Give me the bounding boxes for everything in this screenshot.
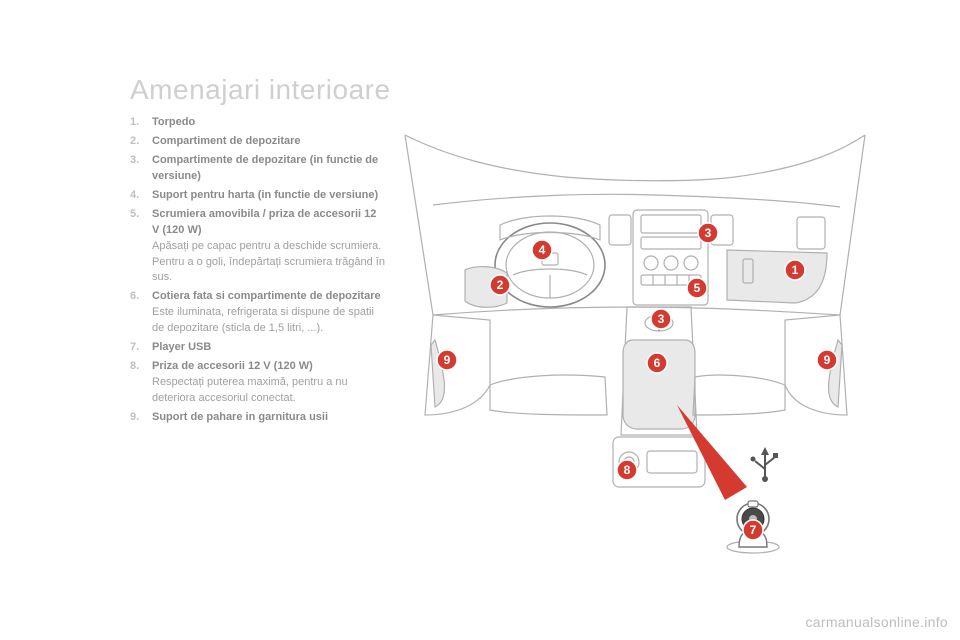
feature-item: 4. Suport pentru harta (in functie de ver… xyxy=(130,188,385,204)
steering-wheel xyxy=(495,223,605,307)
feature-item: 1. Torpedo xyxy=(130,115,385,131)
feature-number: 2. xyxy=(130,134,139,150)
svg-text:1: 1 xyxy=(792,263,799,277)
svg-text:3: 3 xyxy=(705,226,712,240)
feature-label: Torpedo xyxy=(152,116,195,128)
feature-number: 8. xyxy=(130,359,139,375)
feature-number: 3. xyxy=(130,153,139,169)
callout-1: 1 xyxy=(785,260,805,280)
feature-subtext: Este iluminata, refrigerata si dispune d… xyxy=(152,305,385,337)
feature-item: 3. Compartimente de depozitare (in functi… xyxy=(130,153,385,185)
callout-7: 7 xyxy=(743,520,763,540)
svg-text:9: 9 xyxy=(824,353,831,367)
callout-9: 9 xyxy=(817,350,837,370)
dashboard-svg: 1 2 3 3 4 5 6 7 8 9 9 xyxy=(395,115,875,555)
feature-number: 7. xyxy=(130,340,139,356)
feature-number: 1. xyxy=(130,115,139,131)
callout-2: 2 xyxy=(490,275,510,295)
feature-label: Priza de accesorii 12 V (120 W) xyxy=(152,360,313,372)
callout-3: 3 xyxy=(698,223,718,243)
feature-label: Compartimente de depozitare (in functie … xyxy=(152,154,378,182)
feature-label: Cotiera fata si compartimente de depozit… xyxy=(152,290,381,302)
svg-text:8: 8 xyxy=(624,463,631,477)
usb-pointer xyxy=(677,405,747,500)
page-title: Amenajari interioare xyxy=(130,74,391,106)
svg-text:9: 9 xyxy=(444,353,451,367)
callout-3: 3 xyxy=(651,309,671,329)
feature-label: Suport pentru harta (in functie de versi… xyxy=(152,189,378,201)
svg-text:7: 7 xyxy=(750,523,757,537)
feature-number: 4. xyxy=(130,188,139,204)
svg-text:5: 5 xyxy=(694,281,701,295)
center-stack xyxy=(609,210,733,305)
usb-icon xyxy=(751,447,779,482)
feature-label: Compartiment de depozitare xyxy=(152,135,301,147)
feature-item: 8. Priza de accesorii 12 V (120 W) Respect… xyxy=(130,359,385,407)
feature-subtext: Pentru a o goli, îndepărtați scrumiera t… xyxy=(152,255,385,287)
feature-number: 5. xyxy=(130,207,139,223)
feature-list: 1. Torpedo 2. Compartiment de depozitare 3. C… xyxy=(130,115,385,429)
feature-label: Player USB xyxy=(152,341,211,353)
feature-item: 7. Player USB xyxy=(130,340,385,356)
callout-6: 6 xyxy=(647,353,667,373)
callout-8: 8 xyxy=(617,460,637,480)
svg-text:6: 6 xyxy=(654,356,661,370)
watermark: carmanualsonline.info xyxy=(806,614,949,630)
callout-5: 5 xyxy=(687,278,707,298)
feature-label: Suport de pahare in garnitura usii xyxy=(152,411,328,423)
feature-item: 9. Suport de pahare in garnitura usii xyxy=(130,410,385,426)
feature-item: 2. Compartiment de depozitare xyxy=(130,134,385,150)
svg-text:3: 3 xyxy=(658,312,665,326)
feature-label: Scrumiera amovibila / priza de accesorii… xyxy=(152,208,376,236)
feature-subtext: Respectați puterea maximă, pentru a nu d… xyxy=(152,375,385,407)
feature-number: 6. xyxy=(130,289,139,305)
feature-subtext: Apăsați pe capac pentru a deschide scrum… xyxy=(152,239,385,255)
svg-text:2: 2 xyxy=(497,278,504,292)
dashboard-diagram: 1 2 3 3 4 5 6 7 8 9 9 xyxy=(395,115,875,555)
callout-9: 9 xyxy=(437,350,457,370)
feature-item: 5. Scrumiera amovibila / priza de accesor… xyxy=(130,207,385,287)
feature-number: 9. xyxy=(130,410,139,426)
callout-4: 4 xyxy=(532,240,552,260)
svg-text:4: 4 xyxy=(539,243,546,257)
feature-item: 6. Cotiera fata si compartimente de depoz… xyxy=(130,289,385,337)
